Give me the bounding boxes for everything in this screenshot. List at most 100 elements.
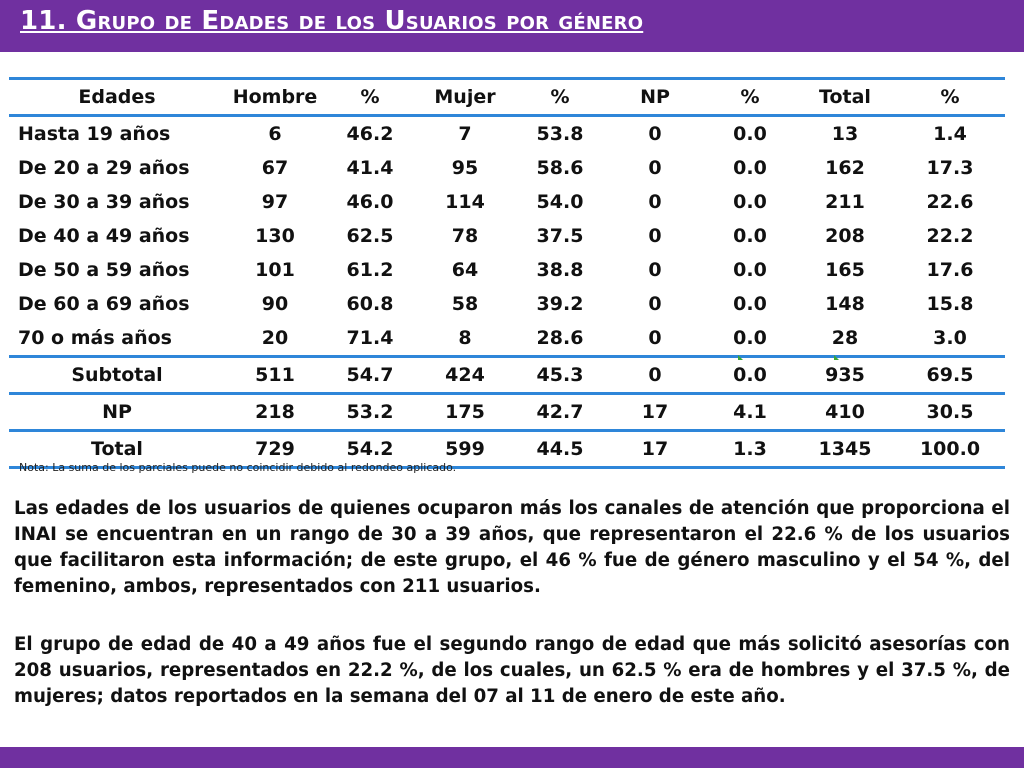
table-cell: 729 [255,438,295,460]
table-cell: 17.6 [926,259,974,281]
table-cell: 30.5 [926,401,974,423]
header-cell: % [740,86,760,108]
table-cell: 22.6 [926,191,974,213]
table-cell: 17.3 [926,157,974,179]
table-cell: 45.3 [536,364,584,386]
row-label: Hasta 19 años [18,123,171,145]
table-cell: 61.2 [346,259,394,281]
table-cell: 41.4 [346,157,394,179]
table-cell: 7 [458,123,472,145]
table-cell: 218 [255,401,295,423]
table-row: De 20 a 29 años 67 41.4 95 58.6 0 0.0 16… [9,151,1005,185]
body-paragraph: Las edades de los usuarios de quienes oc… [14,498,1010,597]
table-cell: 0 [648,157,662,179]
table-cell: 0.0 [733,123,767,145]
table-row: 70 o más años 20 71.4 8 28.6 0 0.0 28 3.… [9,321,1005,357]
table-cell: 54.2 [346,438,394,460]
header-cell: Edades [78,86,156,108]
table-note: Nota: La suma de los parciales puede no … [19,461,457,474]
row-label: Subtotal [71,364,163,386]
row-label: De 30 a 39 años [18,191,190,213]
footer-bar [0,747,1024,768]
table-cell: 44.5 [536,438,584,460]
header-cell: Hombre [232,86,318,108]
table-cell: 28 [831,327,859,349]
table-cell: 0.0 [733,327,767,349]
table-cell: 935 [825,364,865,386]
table-cell: 95 [451,157,479,179]
table-cell: 0 [648,293,662,315]
table-cell: 0.0 [733,364,767,386]
table-cell: 148 [825,293,865,315]
table-cell: 64 [451,259,479,281]
table-cell: 58.6 [536,157,584,179]
table-cell: 175 [445,401,485,423]
table-cell: 4.1 [733,401,767,423]
table-row: Hasta 19 años 6 46.2 7 53.8 0 0.0 13 1.4 [9,116,1005,152]
table-row: De 40 a 49 años 130 62.5 78 37.5 0 0.0 2… [9,219,1005,253]
table-row: De 30 a 39 años 97 46.0 114 54.0 0 0.0 2… [9,185,1005,219]
table-cell: 101 [255,259,295,281]
table-cell: 211 [825,191,865,213]
table-cell: 28.6 [536,327,584,349]
row-label: De 60 a 69 años [18,293,190,315]
cell-error-marker-icon [738,355,743,360]
table-cell: 114 [445,191,485,213]
table-cell: 17 [641,438,669,460]
table-cell: 15.8 [926,293,974,315]
header-cell: Mujer [434,86,496,108]
table-cell: 0 [648,327,662,349]
table-cell: 0.0 [733,259,767,281]
row-label: De 20 a 29 años [18,157,190,179]
row-label: NP [102,401,132,423]
row-label: De 40 a 49 años [18,225,190,247]
table-cell: 39.2 [536,293,584,315]
table-cell: 165 [825,259,865,281]
table-cell: 0 [648,191,662,213]
table-cell: 17 [641,401,669,423]
table-cell: 8 [458,327,472,349]
table-cell: 78 [451,225,479,247]
table-cell: 53.2 [346,401,394,423]
table-cell: 162 [825,157,865,179]
table-cell: 424 [445,364,485,386]
body-paragraph: El grupo de edad de 40 a 49 años fue el … [14,634,1010,707]
table-cell: 0.0 [733,225,767,247]
table-cell: 208 [825,225,865,247]
title-bar: 11. Grupo de Edades de los Usuarios por … [0,0,1024,52]
table-cell: 0.0 [733,191,767,213]
table-cell: 97 [261,191,289,213]
table-cell: 20 [261,327,289,349]
table-cell: 54.0 [536,191,584,213]
table-cell: 599 [445,438,485,460]
table-cell: 511 [255,364,295,386]
table-cell: 46.2 [346,123,394,145]
table-cell: 60.8 [346,293,394,315]
slide-title: 11. Grupo de Edades de los Usuarios por … [20,6,644,36]
row-label: Total [91,438,143,460]
table-cell: 62.5 [346,225,394,247]
np-row: NP 218 53.2 175 42.7 17 4.1 410 30.5 [9,393,1005,431]
table-cell: 0.0 [733,157,767,179]
table-cell: 38.8 [536,259,584,281]
table-cell: 0.0 [733,293,767,315]
row-label: 70 o más años [18,327,172,349]
table-cell: 0 [648,364,662,386]
cell-error-marker-icon [834,355,839,360]
table-cell: 1.3 [733,438,767,460]
table-cell: 0 [648,123,662,145]
table-cell: 42.7 [536,401,584,423]
table-cell: 130 [255,225,295,247]
age-gender-table: Edades Hombre % Mujer % NP % Total % Has… [9,77,1005,469]
table-cell: 0 [648,225,662,247]
table-header-row: Edades Hombre % Mujer % NP % Total % [9,78,1005,116]
table-cell: 67 [261,157,289,179]
table-cell: 53.8 [536,123,584,145]
table-cell: 0 [648,259,662,281]
header-cell: NP [640,86,670,108]
table-cell: 37.5 [536,225,584,247]
table-cell: 1.4 [933,123,967,145]
table-cell: 46.0 [346,191,394,213]
table-row: De 50 a 59 años 101 61.2 64 38.8 0 0.0 1… [9,253,1005,287]
header-cell: % [940,86,960,108]
